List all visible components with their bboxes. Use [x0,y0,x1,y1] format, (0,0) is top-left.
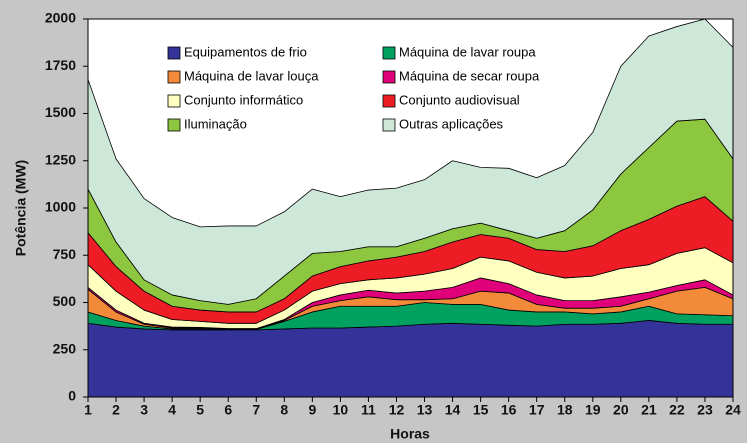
x-tick-label: 18 [557,402,573,418]
legend-label: Máquina de lavar roupa [399,44,536,59]
legend-swatch [167,94,181,108]
y-tick-label: 1750 [45,57,76,73]
legend-swatch [167,70,181,84]
y-axis-label: Potência (MW) [13,160,29,256]
x-tick-label: 7 [252,402,260,418]
x-tick-label: 14 [445,402,461,418]
x-tick-label: 1 [84,402,92,418]
x-axis-label: Horas [390,426,430,442]
x-tick-label: 20 [613,402,629,418]
legend-label: Iluminação [184,116,247,131]
x-tick-label: 16 [501,402,517,418]
legend-label: Máquina de secar roupa [399,68,540,83]
y-tick-label: 250 [53,340,77,356]
legend-label: Conjunto informático [184,92,303,107]
legend-label: Equipamentos de frio [184,44,307,59]
x-tick-label: 4 [168,402,176,418]
area [87,320,734,398]
x-tick-label: 23 [697,402,713,418]
x-tick-label: 3 [140,402,148,418]
y-tick-label: 0 [68,388,76,404]
y-tick-label: 500 [53,293,77,309]
y-tick-label: 2000 [45,10,76,26]
x-tick-label: 8 [280,402,288,418]
x-tick-label: 13 [417,402,433,418]
legend-swatch [382,70,396,84]
y-tick-label: 1250 [45,151,76,167]
x-tick-label: 17 [529,402,545,418]
legend-swatch [382,46,396,60]
x-tick-label: 2 [112,402,120,418]
x-tick-label: 9 [308,402,316,418]
x-tick-label: 21 [641,402,657,418]
legend-label: Conjunto audiovisual [399,92,520,107]
legend-label: Máquina de lavar louça [184,68,319,83]
legend-swatch [167,118,181,132]
y-tick-label: 1000 [45,199,76,215]
y-tick-label: 750 [53,246,77,262]
x-tick-label: 5 [196,402,204,418]
legend-swatch [382,118,396,132]
x-tick-label: 6 [224,402,232,418]
legend-swatch [167,46,181,60]
x-tick-label: 11 [361,402,376,418]
x-tick-label: 15 [473,402,489,418]
legend-label: Outras aplicações [399,116,504,131]
x-tick-label: 12 [389,402,405,418]
x-tick-label: 22 [669,402,685,418]
legend-swatch [382,94,396,108]
x-tick-label: 19 [585,402,601,418]
y-tick-label: 1500 [45,104,76,120]
x-tick-label: 24 [725,402,741,418]
x-tick-label: 10 [333,402,349,418]
